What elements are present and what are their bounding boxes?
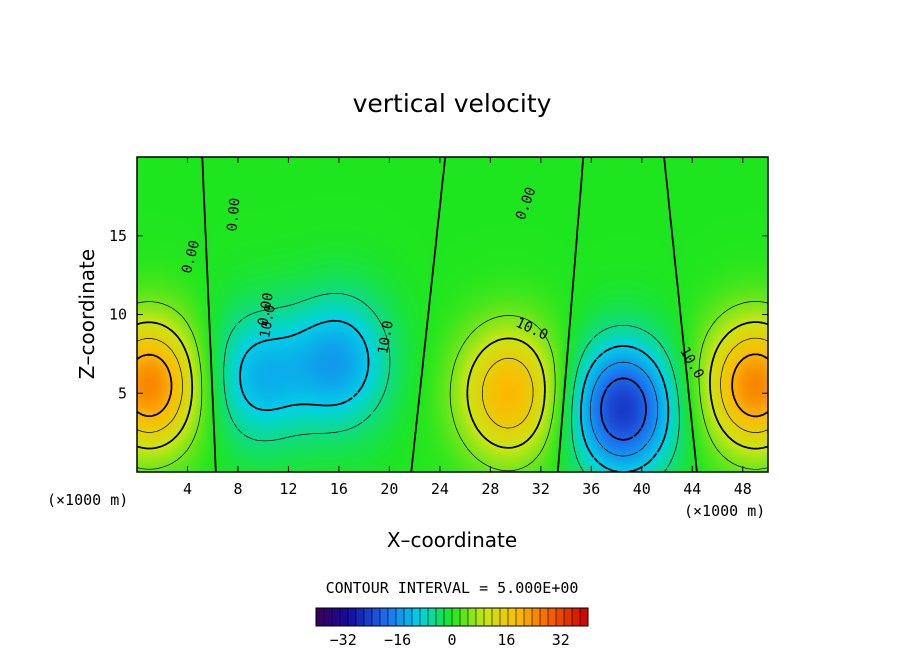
x-tick-label: 20 [380, 480, 398, 498]
colorbar-swatch [532, 608, 541, 626]
x-tick-label: 40 [633, 480, 651, 498]
contour-label: 10.0 [375, 319, 397, 355]
colorbar-swatch [484, 608, 493, 626]
x-tick-label: 12 [279, 480, 297, 498]
contour-level-10 [137, 321, 768, 450]
contour-level-5 [137, 301, 768, 472]
y-axis-ticks: 5 10 15 [109, 227, 768, 402]
colorbar-swatch [580, 608, 589, 626]
contour-label: 10.0 [257, 303, 279, 339]
contour-level-neg5 [223, 293, 680, 472]
colorbar-swatch [564, 608, 573, 626]
colorbar-swatch [492, 608, 501, 626]
contour-level-20 [137, 353, 768, 418]
colorbar-swatch [388, 608, 397, 626]
colorbar-swatch [316, 608, 325, 626]
colorbar-swatch [396, 608, 405, 626]
x-unit-right: (×1000 m) [684, 502, 765, 520]
colorbar-swatch [540, 608, 549, 626]
colorbar-swatch [460, 608, 469, 626]
x-tick-label: 44 [683, 480, 701, 498]
contour-label: 0.00 [225, 197, 244, 232]
colorbar-swatch [444, 608, 453, 626]
x-tick-label: 8 [233, 480, 242, 498]
contour-level-neg10 [239, 319, 670, 472]
x-tick-label: 28 [481, 480, 499, 498]
colorbar-swatch [468, 608, 477, 626]
colorbar-swatch [340, 608, 349, 626]
velocity-field [137, 157, 768, 472]
colorbar-swatch [516, 608, 525, 626]
contour-level-0 [201, 157, 698, 472]
colorbar-tick-label: 0 [447, 631, 456, 649]
x-unit-left: (×1000 m) [47, 491, 128, 509]
colorbar-swatch [404, 608, 413, 626]
contour-level-15 [137, 337, 768, 433]
colorbar-swatch [556, 608, 565, 626]
chart-title: vertical velocity [353, 89, 552, 118]
colorbar-swatch [548, 608, 557, 626]
colorbar-swatch [380, 608, 389, 626]
x-axis-label: X–coordinate [387, 528, 517, 552]
colorbar-swatch [572, 608, 581, 626]
contour-label: 0.00 [255, 291, 277, 327]
x-tick-label: 4 [183, 480, 192, 498]
x-tick-label: 32 [532, 480, 550, 498]
colorbar-swatch [524, 608, 533, 626]
colorbar-tick-label: 32 [552, 631, 570, 649]
colorbar-swatch [364, 608, 373, 626]
y-axis-label: Z–coordinate [75, 249, 99, 379]
x-tick-label: 24 [431, 480, 449, 498]
colorbar-swatch [436, 608, 445, 626]
colorbar-swatch [420, 608, 429, 626]
colorbar-tick-label: 16 [497, 631, 515, 649]
colorbar-ticks: −32 −16 0 16 32 [330, 631, 570, 649]
x-tick-label: 16 [330, 480, 348, 498]
colorbar-swatch [452, 608, 461, 626]
colorbar-swatch [324, 608, 333, 626]
colorbar-swatch [508, 608, 517, 626]
colorbar-swatch [348, 608, 357, 626]
colorbar-swatch [332, 608, 341, 626]
x-tick-label: 48 [734, 480, 752, 498]
colorbar-swatch [412, 608, 421, 626]
y-tick-label: 10 [109, 306, 127, 324]
colorbar-swatch [428, 608, 437, 626]
colorbar-swatch [476, 608, 485, 626]
y-tick-label: 5 [118, 384, 127, 402]
colorbar [315, 607, 589, 627]
x-axis-ticks: 4 8 12 16 20 24 28 32 36 40 44 48 [183, 157, 752, 498]
contour-interval-note: CONTOUR INTERVAL = 5.000E+00 [326, 579, 579, 597]
y-tick-label: 15 [109, 227, 127, 245]
x-tick-label: 36 [582, 480, 600, 498]
contour-level-neg15 [589, 361, 659, 457]
colorbar-tick-label: −16 [384, 631, 411, 649]
colorbar-swatch [500, 608, 509, 626]
contour-lines [137, 157, 768, 472]
colorbar-swatch [356, 608, 365, 626]
colorbar-frame [315, 607, 589, 627]
colorbar-swatch [372, 608, 381, 626]
colorbar-tick-label: −32 [330, 631, 357, 649]
contour-level-neg20 [600, 377, 647, 441]
